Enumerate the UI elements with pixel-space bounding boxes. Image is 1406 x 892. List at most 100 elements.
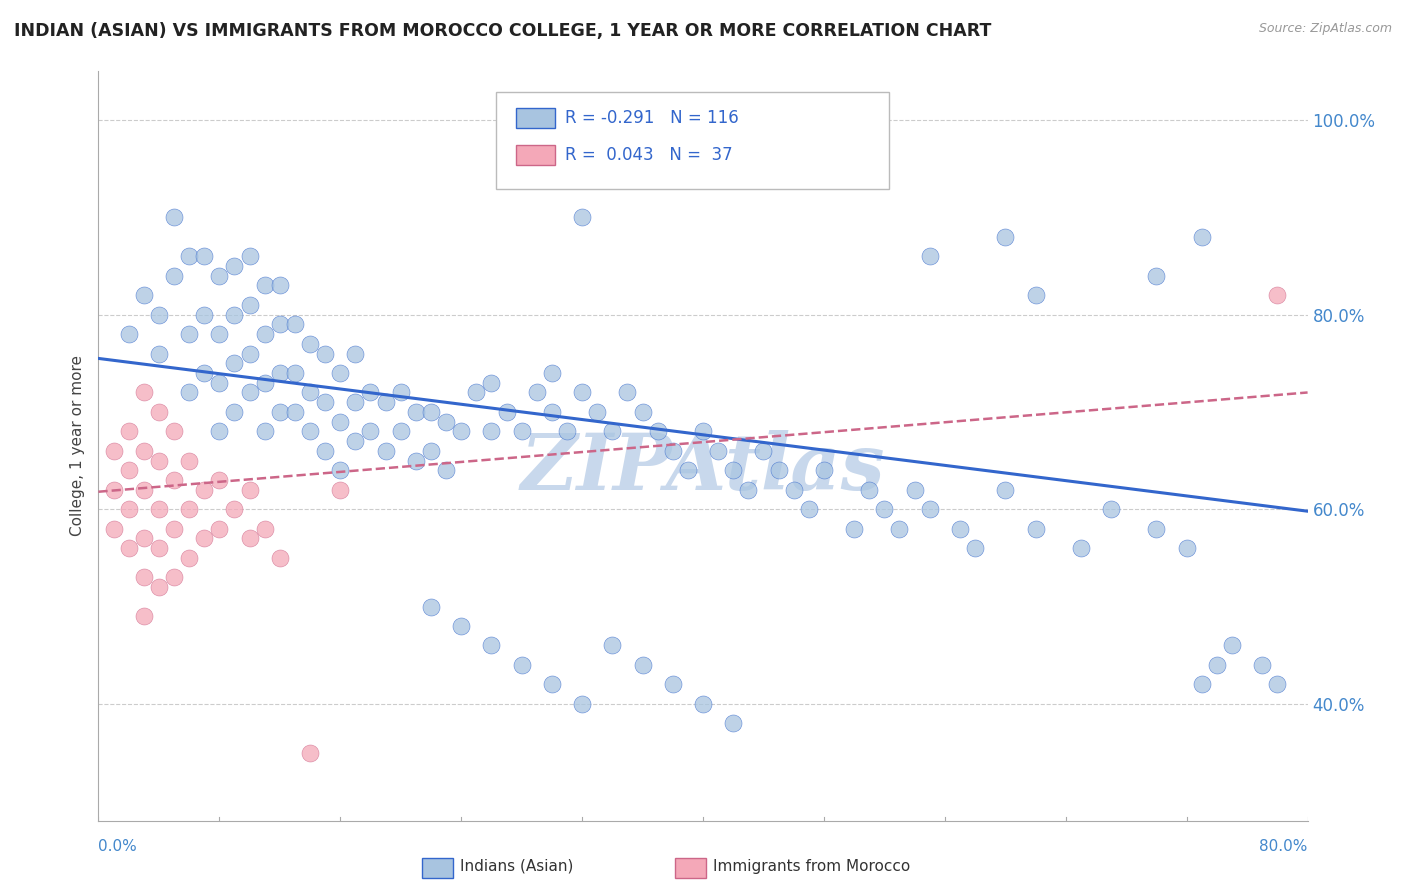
Point [208, 327, 231, 342]
Point [208, 376, 231, 390]
Point [224, 308, 246, 322]
Point [132, 532, 155, 546]
Point [616, 385, 638, 400]
Point [208, 522, 231, 536]
Point [253, 425, 276, 439]
Point [163, 570, 186, 584]
Text: ZIPAtlas: ZIPAtlas [520, 430, 886, 507]
Point [752, 443, 775, 458]
Point [179, 385, 201, 400]
Point [269, 366, 291, 380]
Point [797, 502, 820, 516]
Point [737, 483, 759, 497]
Point [344, 346, 367, 360]
Point [540, 405, 562, 419]
Point [163, 268, 186, 283]
Point [1024, 522, 1046, 536]
Point [163, 473, 186, 487]
Point [918, 249, 941, 263]
Point [949, 522, 972, 536]
Point [405, 453, 427, 467]
Y-axis label: College, 1 year or more: College, 1 year or more [69, 356, 84, 536]
Point [1267, 288, 1289, 302]
Point [329, 463, 352, 477]
Point [132, 483, 155, 497]
Point [224, 356, 246, 370]
Point [253, 376, 276, 390]
Point [299, 425, 322, 439]
Point [284, 366, 307, 380]
Point [103, 443, 125, 458]
Point [631, 657, 654, 672]
Point [239, 483, 262, 497]
Point [269, 318, 291, 332]
Point [420, 443, 443, 458]
Point [858, 483, 880, 497]
Point [661, 677, 683, 691]
Point [193, 483, 215, 497]
Point [783, 483, 806, 497]
Point [193, 532, 215, 546]
Point [239, 532, 262, 546]
Point [314, 395, 336, 409]
Point [904, 483, 927, 497]
Point [661, 443, 683, 458]
Point [208, 425, 231, 439]
Point [132, 288, 155, 302]
Point [299, 336, 322, 351]
Point [1070, 541, 1092, 556]
Point [103, 522, 125, 536]
Point [526, 385, 548, 400]
Point [1191, 229, 1213, 244]
Point [481, 425, 503, 439]
Point [193, 366, 215, 380]
Point [193, 308, 215, 322]
Point [239, 385, 262, 400]
Point [1220, 639, 1243, 653]
Point [1024, 288, 1046, 302]
Point [253, 522, 276, 536]
Point [434, 415, 457, 429]
Point [179, 502, 201, 516]
Point [269, 405, 291, 419]
Point [647, 425, 669, 439]
Point [360, 425, 382, 439]
Point [179, 327, 201, 342]
Point [239, 346, 262, 360]
Point [481, 639, 503, 653]
Text: 0.0%: 0.0% [98, 839, 138, 855]
Text: Source: ZipAtlas.com: Source: ZipAtlas.com [1258, 22, 1392, 36]
Point [224, 502, 246, 516]
Point [163, 522, 186, 536]
Point [1144, 522, 1167, 536]
Point [224, 405, 246, 419]
Point [163, 425, 186, 439]
Point [450, 619, 472, 633]
Point [555, 425, 578, 439]
Point [844, 522, 866, 536]
Point [132, 609, 155, 624]
Point [360, 385, 382, 400]
Point [510, 657, 533, 672]
Point [495, 405, 517, 419]
Point [269, 278, 291, 293]
Point [602, 425, 624, 439]
Point [994, 483, 1017, 497]
Point [299, 385, 322, 400]
Point [208, 268, 231, 283]
Point [329, 366, 352, 380]
Point [676, 463, 699, 477]
Point [918, 502, 941, 516]
Point [148, 405, 170, 419]
Point [389, 425, 412, 439]
Point [571, 211, 593, 225]
Point [148, 580, 170, 594]
Point [299, 746, 322, 760]
Point [179, 249, 201, 263]
Text: INDIAN (ASIAN) VS IMMIGRANTS FROM MOROCCO COLLEGE, 1 YEAR OR MORE CORRELATION CH: INDIAN (ASIAN) VS IMMIGRANTS FROM MOROCC… [14, 22, 991, 40]
Point [224, 259, 246, 273]
Point [1267, 677, 1289, 691]
Point [314, 443, 336, 458]
Point [434, 463, 457, 477]
Point [1099, 502, 1122, 516]
